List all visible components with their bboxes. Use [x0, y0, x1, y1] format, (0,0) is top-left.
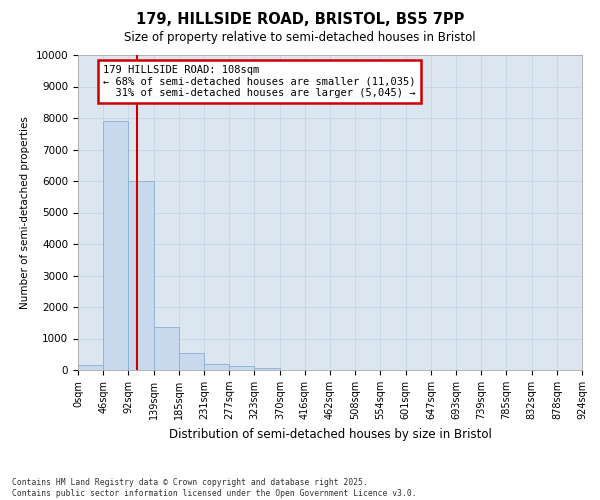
- Bar: [128, 181, 154, 370]
- Text: Size of property relative to semi-detached houses in Bristol: Size of property relative to semi-detach…: [124, 31, 476, 44]
- X-axis label: Distribution of semi-detached houses by size in Bristol: Distribution of semi-detached houses by …: [169, 428, 491, 440]
- Bar: [204, 364, 229, 370]
- Bar: [78, 366, 103, 370]
- Bar: [254, 368, 280, 370]
- Text: Contains HM Land Registry data © Crown copyright and database right 2025.
Contai: Contains HM Land Registry data © Crown c…: [12, 478, 416, 498]
- Bar: [154, 328, 179, 370]
- Bar: [229, 366, 254, 370]
- Bar: [179, 352, 204, 370]
- Text: 179 HILLSIDE ROAD: 108sqm
← 68% of semi-detached houses are smaller (11,035)
  3: 179 HILLSIDE ROAD: 108sqm ← 68% of semi-…: [103, 65, 416, 98]
- Text: 179, HILLSIDE ROAD, BRISTOL, BS5 7PP: 179, HILLSIDE ROAD, BRISTOL, BS5 7PP: [136, 12, 464, 28]
- Bar: [103, 121, 128, 370]
- Y-axis label: Number of semi-detached properties: Number of semi-detached properties: [20, 116, 30, 309]
